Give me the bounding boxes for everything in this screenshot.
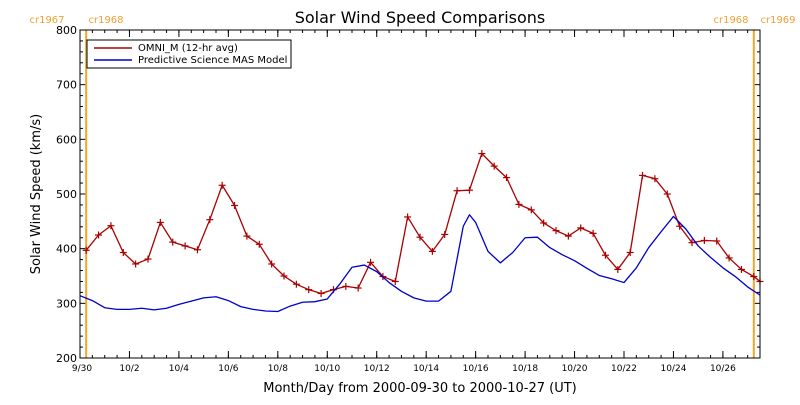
omni-data-point [354, 284, 362, 292]
y-tick-label: 600 [56, 133, 77, 146]
omni-data-point [713, 237, 721, 245]
omni-data-point [144, 255, 152, 263]
x-tick-label: 10/22 [611, 364, 637, 374]
omni-data-point [317, 289, 325, 297]
omni-data-point [292, 280, 300, 288]
omni-data-point [268, 260, 276, 268]
omni-data-point [453, 187, 461, 195]
omni-data-point [206, 216, 214, 224]
omni-data-point [465, 186, 473, 194]
omni-data-point [193, 246, 201, 254]
x-tick-label: 10/14 [413, 364, 439, 374]
omni-data-point [478, 150, 486, 158]
cr-marker-right-prev-label: cr1968 [713, 15, 748, 26]
omni-data-point [725, 254, 733, 262]
x-tick-label: 10/26 [710, 364, 736, 374]
x-axis-label: Month/Day from 2000-09-30 to 2000-10-27 … [263, 381, 576, 396]
omni-data-point [428, 247, 436, 255]
plot-frame [79, 29, 761, 359]
y-axis-label: Solar Wind Speed (km/s) [29, 114, 44, 274]
omni-data-point [119, 248, 127, 256]
omni-data-point [441, 230, 449, 238]
omni-data-point [552, 227, 560, 235]
x-tick-label: 10/2 [119, 364, 139, 374]
omni-data-point [156, 218, 164, 226]
omni-data-point [527, 206, 535, 214]
omni-data-point [416, 233, 424, 241]
omni-data-point [626, 248, 634, 256]
omni-data-point [737, 265, 745, 273]
x-tick-label: 10/4 [169, 364, 189, 374]
omni-data-point [750, 273, 758, 281]
omni-data-point [651, 175, 659, 183]
x-tick-label: 10/24 [660, 364, 686, 374]
x-tick-label: 9/30 [72, 364, 92, 374]
omni-data-point [688, 239, 696, 247]
x-tick-label: 10/16 [463, 364, 489, 374]
x-tick-label: 10/8 [268, 364, 288, 374]
x-tick-label: 10/20 [562, 364, 588, 374]
legend: OMNI_M (12-hr avg) Predictive Science MA… [86, 39, 292, 69]
omni-data-point [614, 265, 622, 273]
y-tick-label: 400 [56, 243, 77, 256]
legend-box [86, 39, 292, 69]
omni-data-point [676, 222, 684, 230]
chart-title: Solar Wind Speed Comparisons [295, 8, 546, 27]
omni-data-point [515, 200, 523, 208]
omni-data-point [391, 277, 399, 285]
omni-data-point [564, 232, 572, 240]
omni-data-point [639, 171, 647, 179]
omni-data-point [243, 232, 251, 240]
omni-data-point [589, 229, 597, 237]
cr-marker-right-next-label: cr1969 [760, 15, 795, 26]
omni-data-point [181, 242, 189, 250]
x-tick-label: 10/18 [512, 364, 538, 374]
y-tick-label: 500 [56, 188, 77, 201]
legend-label-mas: Predictive Science MAS Model [138, 55, 287, 66]
x-tick-label: 10/10 [314, 364, 340, 374]
omni-data-point [503, 174, 511, 182]
omni-data-point [700, 236, 708, 244]
cr-marker-left-prev-label: cr1967 [29, 15, 64, 26]
legend-label-omni: OMNI_M (12-hr avg) [138, 43, 238, 54]
omni-data-point [231, 201, 239, 209]
omni-data-point [280, 272, 288, 280]
omni-data-point [342, 282, 350, 290]
omni-data-point [82, 246, 90, 254]
omni-data-point [305, 286, 313, 294]
y-tick-label: 200 [56, 352, 77, 365]
omni-data-point [255, 240, 263, 248]
omni-data-point [490, 162, 498, 170]
omni-data-point [404, 213, 412, 221]
y-tick-label: 700 [56, 79, 77, 92]
omni-data-point [169, 238, 177, 246]
x-tick-label: 10/6 [218, 364, 238, 374]
omni-data-point [218, 181, 226, 189]
omni-data-point [577, 224, 585, 232]
omni-data-point [132, 260, 140, 268]
omni-data-point [663, 190, 671, 198]
plot-area: 200 300 400 500 600 700 800 9/30 10/2 10/4 10/6 10/… [56, 24, 764, 374]
omni-data-point [540, 219, 548, 227]
omni-data-point [601, 251, 609, 259]
omni-data-point [367, 258, 375, 266]
x-tick-label: 10/12 [364, 364, 390, 374]
mas-model-series-line [79, 214, 761, 313]
omni-data-point [107, 222, 115, 230]
y-tick-label: 800 [56, 24, 77, 37]
cr-marker-left-next-label: cr1968 [88, 15, 123, 26]
y-tick-label: 300 [56, 297, 77, 310]
omni-data-point [95, 231, 103, 239]
